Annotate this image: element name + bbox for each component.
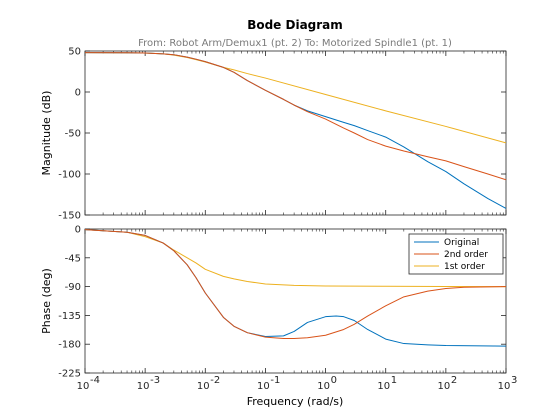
phase-y-tick-label: -45	[65, 253, 81, 264]
x-tick-label: 10	[498, 381, 511, 392]
x-tick-label: 10	[437, 381, 450, 392]
magnitude-y-tick-label: 0	[75, 88, 81, 99]
phase-y-tick-label: -180	[58, 340, 81, 351]
magnitude-panel: 50 0 -50 -100 -150 Magnitude (dB)	[40, 47, 507, 222]
x-tick-exponent: -3	[150, 375, 160, 386]
phase-y-axis-label: Phase (deg)	[40, 268, 53, 334]
phase-y-tick-label: -90	[65, 282, 81, 293]
x-tick-label: 10	[317, 381, 330, 392]
x-tick-exponent: -1	[270, 375, 280, 386]
magnitude-axes-box	[84, 50, 507, 216]
x-tick-exponent: -4	[90, 375, 100, 386]
magnitude-series-2nd-order	[85, 52, 506, 181]
legend-entry: 2nd order	[444, 250, 488, 260]
magnitude-y-tick-label: -150	[58, 211, 81, 222]
x-axis-label: Frequency (rad/s)	[247, 395, 344, 408]
x-tick-exponent: 2	[451, 375, 457, 386]
phase-y-tick-label: 0	[75, 225, 81, 236]
phase-y-tick-label: -225	[58, 369, 81, 380]
legend: Original 2nd order 1st order	[408, 233, 504, 275]
x-tick-label: 10	[197, 381, 210, 392]
x-tick-label: 10	[137, 381, 150, 392]
x-tick-label: 10	[77, 381, 90, 392]
x-tick-exponent: -2	[210, 375, 220, 386]
x-tick-exponent: 0	[331, 375, 337, 386]
x-tick-label: 10	[377, 381, 390, 392]
magnitude-y-tick-label: 50	[68, 47, 81, 58]
magnitude-y-axis-label: Magnitude (dB)	[40, 91, 53, 176]
phase-series-2nd-order	[85, 229, 506, 339]
x-tick-exponent: 3	[511, 375, 517, 386]
chart-title: Bode Diagram	[247, 18, 343, 32]
magnitude-y-tick-label: -100	[58, 170, 81, 181]
legend-entry: 1st order	[444, 262, 485, 272]
legend-entry: Original	[444, 238, 479, 248]
x-tick-label: 10	[257, 381, 270, 392]
chart-subtitle: From: Robot Arm/Demux1 (pt. 2) To: Motor…	[138, 38, 452, 49]
magnitude-y-tick-label: -50	[65, 129, 81, 140]
x-tick-exponent: 1	[391, 375, 397, 386]
phase-y-tick-label: -135	[58, 311, 81, 322]
